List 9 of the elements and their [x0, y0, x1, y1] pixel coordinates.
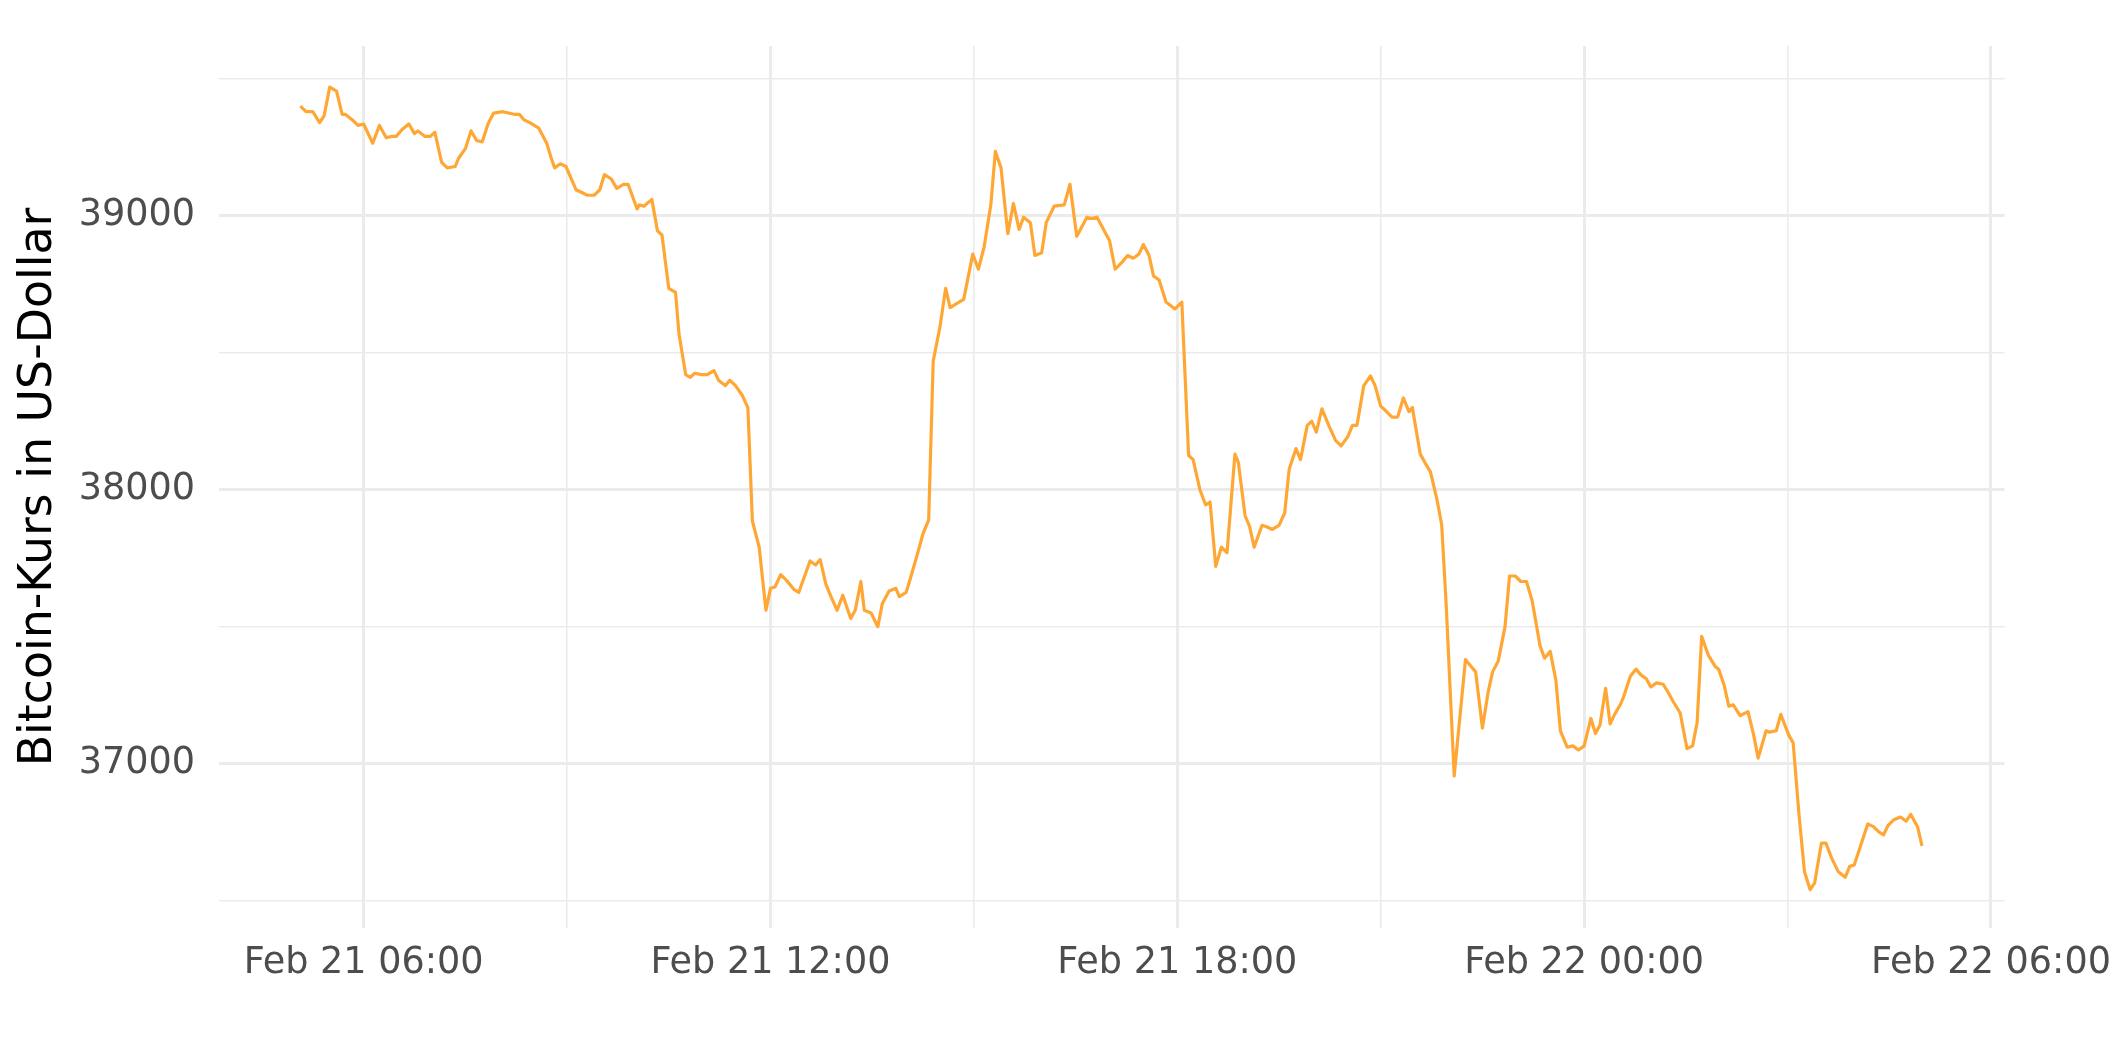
y-tick-label: 37000: [78, 739, 195, 783]
x-tick-label: Feb 22 06:00: [1870, 939, 2111, 983]
y-tick-label: 38000: [78, 465, 195, 509]
y-axis-title: Bitcoin-Kurs in US-Dollar: [8, 207, 63, 767]
y-tick-label: 39000: [78, 191, 195, 235]
x-tick-label: Feb 22 00:00: [1464, 939, 1705, 983]
x-tick-label: Feb 21 12:00: [650, 939, 891, 983]
x-tick-label: Feb 21 06:00: [243, 939, 484, 983]
x-tick-label: Feb 21 18:00: [1057, 939, 1298, 983]
